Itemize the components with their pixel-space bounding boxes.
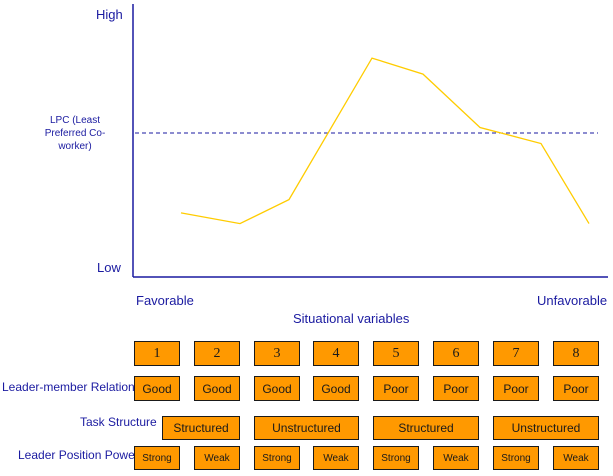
- task-structure-box-4: Unstructured: [493, 416, 599, 440]
- relations-box-4: Good: [313, 376, 359, 401]
- relations-box-5: Poor: [373, 376, 419, 401]
- power-box-6: Weak: [433, 446, 479, 470]
- relations-box-7: Poor: [493, 376, 539, 401]
- task-structure-box-2: Unstructured: [254, 416, 359, 440]
- power-box-7: Strong: [493, 446, 539, 470]
- situation-box-7: 7: [493, 341, 539, 366]
- lpc-curve: [180, 57, 590, 225]
- situation-box-2: 2: [194, 341, 240, 366]
- relations-box-3: Good: [254, 376, 300, 401]
- power-box-8: Weak: [553, 446, 599, 470]
- y-axis-low-label: Low: [97, 260, 121, 275]
- unfavorable-label: Unfavorable: [537, 293, 608, 308]
- task-structure-box-1: Structured: [162, 416, 240, 440]
- situation-box-4: 4: [313, 341, 359, 366]
- favorable-label: Favorable: [136, 293, 194, 308]
- power-box-1: Strong: [134, 446, 180, 470]
- task-structure-row-label: Task Structure: [80, 415, 157, 429]
- task-structure-box-3: Structured: [373, 416, 479, 440]
- relations-box-8: Poor: [553, 376, 599, 401]
- lpc-label: LPC (Least Preferred Co- worker): [20, 114, 130, 153]
- situation-box-8: 8: [553, 341, 599, 366]
- relations-box-6: Poor: [433, 376, 479, 401]
- power-box-4: Weak: [313, 446, 359, 470]
- relations-box-1: Good: [134, 376, 180, 401]
- situation-box-3: 3: [254, 341, 300, 366]
- relations-row-label: Leader-member Relations: [2, 380, 141, 394]
- lpc-label-line3: worker): [58, 141, 92, 152]
- situation-box-6: 6: [433, 341, 479, 366]
- power-box-3: Strong: [254, 446, 300, 470]
- power-box-5: Strong: [373, 446, 419, 470]
- situational-variables-label: Situational variables: [293, 311, 410, 326]
- position-power-row-label: Leader Position Power: [18, 448, 139, 462]
- y-axis-high-label: High: [96, 7, 123, 22]
- lpc-label-line1: LPC (Least: [49, 115, 101, 126]
- lpc-label-line2: Preferred Co-: [44, 128, 106, 139]
- relations-box-2: Good: [194, 376, 240, 401]
- situation-box-1: 1: [134, 341, 180, 366]
- situation-box-5: 5: [373, 341, 419, 366]
- power-box-2: Weak: [194, 446, 240, 470]
